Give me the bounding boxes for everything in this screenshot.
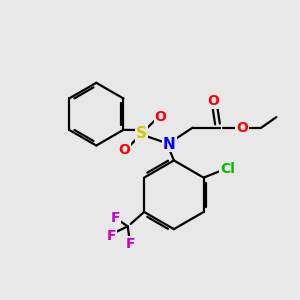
Text: F: F [106, 229, 116, 243]
Text: O: O [118, 143, 130, 157]
Text: O: O [236, 121, 248, 135]
Text: Cl: Cl [220, 162, 235, 176]
Text: F: F [125, 237, 135, 250]
Text: N: N [163, 136, 176, 152]
Text: O: O [208, 94, 220, 108]
Text: O: O [154, 110, 166, 124]
Text: S: S [136, 126, 147, 141]
Text: F: F [110, 211, 120, 225]
